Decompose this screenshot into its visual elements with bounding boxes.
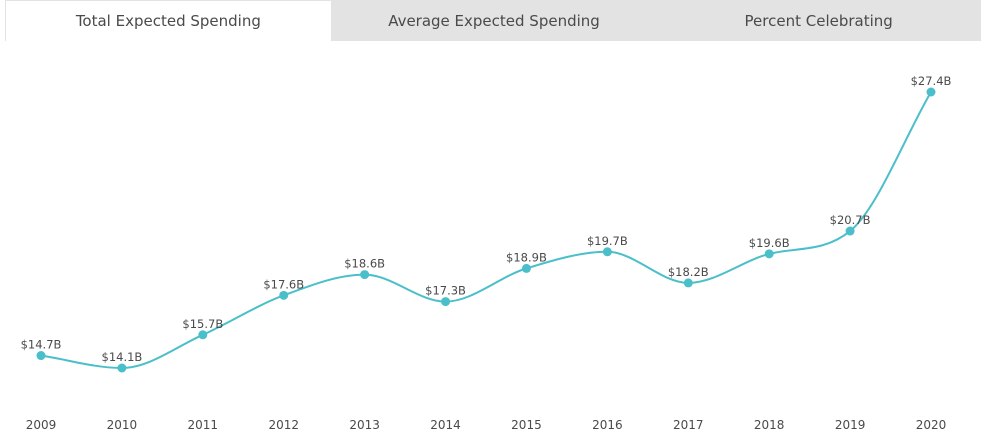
tab-percent-celebrating[interactable]: Percent Celebrating xyxy=(744,11,893,30)
data-point-2020[interactable] xyxy=(926,87,936,97)
data-points xyxy=(36,87,936,373)
data-point-2017[interactable] xyxy=(683,278,693,288)
data-label-2018: $19.6B xyxy=(749,236,790,250)
data-label-2019: $20.7B xyxy=(830,213,871,227)
x-tick-2012: 2012 xyxy=(268,418,299,432)
data-point-2019[interactable] xyxy=(845,226,855,236)
data-label-2011: $15.7B xyxy=(182,317,223,331)
data-label-2010: $14.1B xyxy=(102,350,143,364)
data-point-2013[interactable] xyxy=(360,270,370,280)
x-tick-2017: 2017 xyxy=(673,418,704,432)
x-axis-ticks: 2009 2010 2011 2012 2013 2014 2015 2016 2017 2018… xyxy=(26,418,947,432)
tab-average-expected-spending[interactable]: Average Expected Spending xyxy=(388,11,600,30)
x-tick-2018: 2018 xyxy=(754,418,785,432)
data-label-2014: $17.3B xyxy=(425,284,466,298)
x-tick-2020: 2020 xyxy=(916,418,947,432)
data-label-2017: $18.2B xyxy=(668,265,709,279)
data-label-2013: $18.6B xyxy=(344,257,385,271)
data-point-2012[interactable] xyxy=(279,290,289,300)
x-tick-2009: 2009 xyxy=(26,418,57,432)
line-chart: $14.7B $14.1B $15.7B $17.6B $18.6B $17.3B $18.… xyxy=(21,74,952,432)
data-point-2010[interactable] xyxy=(117,363,127,373)
data-label-2016: $19.7B xyxy=(587,234,628,248)
tab-total-expected-spending[interactable]: Total Expected Spending xyxy=(5,0,332,41)
data-point-2015[interactable] xyxy=(521,263,531,273)
chart-tab-bar: Total Expected Spending Average Expected… xyxy=(5,0,981,41)
x-tick-2014: 2014 xyxy=(430,418,461,432)
data-labels: $14.7B $14.1B $15.7B $17.6B $18.6B $17.3B $18.… xyxy=(21,74,952,364)
x-tick-2015: 2015 xyxy=(511,418,542,432)
data-label-2009: $14.7B xyxy=(21,338,62,352)
x-tick-2013: 2013 xyxy=(349,418,380,432)
data-point-2011[interactable] xyxy=(198,330,208,340)
data-point-2009[interactable] xyxy=(36,351,46,361)
series-line xyxy=(40,91,932,370)
x-tick-2019: 2019 xyxy=(835,418,866,432)
x-tick-2010: 2010 xyxy=(107,418,138,432)
data-point-2014[interactable] xyxy=(441,297,451,307)
data-label-2020: $27.4B xyxy=(911,74,952,88)
data-label-2015: $18.9B xyxy=(506,250,547,264)
data-point-2016[interactable] xyxy=(602,247,612,257)
data-label-2012: $17.6B xyxy=(263,277,304,291)
x-tick-2011: 2011 xyxy=(188,418,219,432)
data-point-2018[interactable] xyxy=(764,249,774,259)
x-tick-2016: 2016 xyxy=(592,418,623,432)
